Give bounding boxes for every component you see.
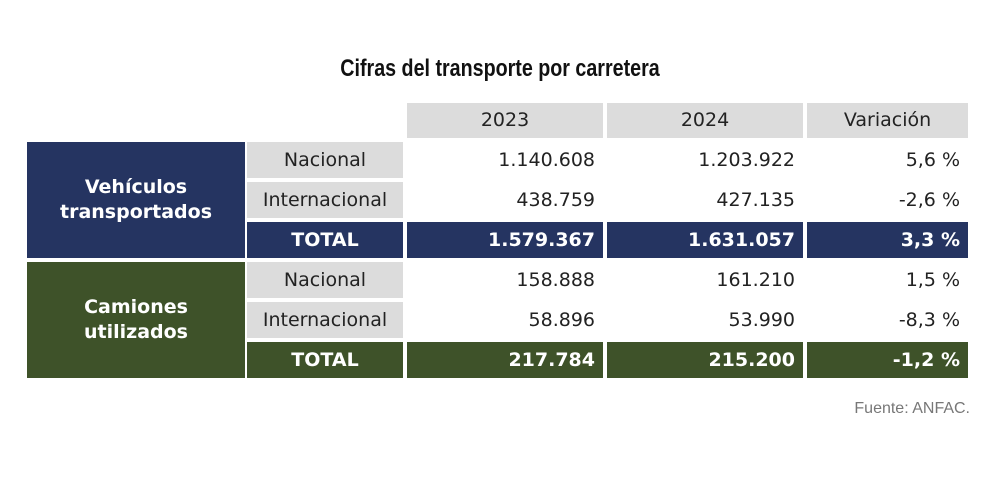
value-cell: 1,5 % xyxy=(807,262,968,298)
value-cell: 58.896 xyxy=(407,302,603,338)
total-value: 1.579.367 xyxy=(407,222,603,258)
total-value: 215.200 xyxy=(607,342,803,378)
value-cell: 427.135 xyxy=(607,182,803,218)
row-label: Internacional xyxy=(247,182,403,218)
value-cell: -8,3 % xyxy=(807,302,968,338)
header-cell: Variación xyxy=(807,103,968,138)
source: Fuente: ANFAC. xyxy=(854,400,970,417)
value-cell: -2,6 % xyxy=(807,182,968,218)
row-label: Nacional xyxy=(247,142,403,178)
value-cell: 5,6 % xyxy=(807,142,968,178)
value-cell: 161.210 xyxy=(607,262,803,298)
value-cell: 1.203.922 xyxy=(607,142,803,178)
total-value: 3,3 % xyxy=(807,222,968,258)
row-label: Internacional xyxy=(247,302,403,338)
value-cell: 438.759 xyxy=(407,182,603,218)
total-value: 1.631.057 xyxy=(607,222,803,258)
value-cell: 53.990 xyxy=(607,302,803,338)
group-label: Vehículos transportados xyxy=(27,142,245,258)
total-label: TOTAL xyxy=(247,342,403,378)
total-label: TOTAL xyxy=(247,222,403,258)
value-cell: 1.140.608 xyxy=(407,142,603,178)
title: Cifras del transporte por carretera xyxy=(340,55,660,82)
total-value: -1,2 % xyxy=(807,342,968,378)
header-cell: 2024 xyxy=(607,103,803,138)
total-value: 217.784 xyxy=(407,342,603,378)
group-label: Camiones utilizados xyxy=(27,262,245,378)
row-label: Nacional xyxy=(247,262,403,298)
value-cell: 158.888 xyxy=(407,262,603,298)
header-cell: 2023 xyxy=(407,103,603,138)
